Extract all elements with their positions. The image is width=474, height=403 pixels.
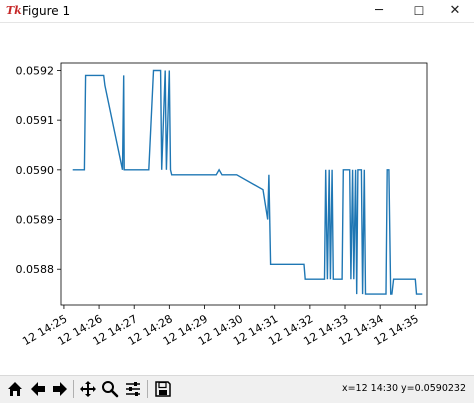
series-line: [72, 69, 423, 295]
zoom-icon: [102, 381, 119, 398]
window-title: Figure 1: [22, 4, 71, 18]
axes-frame: [60, 62, 428, 306]
y-tick-label: 0.0590: [16, 164, 55, 177]
forward-button[interactable]: [49, 378, 71, 400]
y-tick-label: 0.0591: [16, 114, 55, 127]
home-icon: [8, 382, 22, 396]
back-icon: [31, 382, 45, 396]
configure-subplots-icon: [126, 382, 140, 396]
pan-button[interactable]: [77, 378, 99, 400]
maximize-button[interactable]: ☐: [413, 4, 425, 18]
toolbar-separator: [73, 380, 74, 398]
zoom-button[interactable]: [99, 378, 121, 400]
close-button[interactable]: ✕: [449, 3, 461, 18]
cursor-coordinates: x=12 14:30 y=0.0590232: [341, 383, 466, 394]
navigation-toolbar: x=12 14:30 y=0.0590232: [0, 375, 474, 403]
tk-feather-icon: Tk: [6, 4, 22, 17]
toolbar-separator: [147, 380, 148, 398]
y-tick-label: 0.0589: [16, 214, 55, 227]
figure-canvas[interactable]: 0.0588 0.0589 0.0590 0.0591 0.0592 12 14:25 1…: [0, 23, 474, 375]
forward-icon: [53, 382, 67, 396]
home-button[interactable]: [4, 378, 26, 400]
pan-icon: [80, 381, 96, 397]
configure-subplots-button[interactable]: [122, 378, 144, 400]
y-tick-label: 0.0588: [16, 263, 55, 276]
save-icon: [155, 381, 171, 397]
title-bar: Tk Figure 1 ─ ☐ ✕: [0, 0, 474, 23]
minimize-button[interactable]: ─: [375, 3, 383, 18]
save-button[interactable]: [152, 378, 174, 400]
y-tick-label: 0.0592: [16, 64, 55, 77]
back-button[interactable]: [27, 378, 49, 400]
